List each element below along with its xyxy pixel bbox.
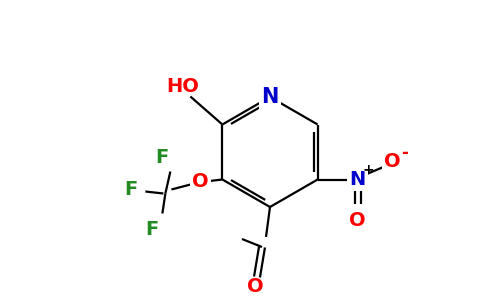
Text: F: F bbox=[125, 180, 138, 199]
Text: N: N bbox=[349, 170, 366, 189]
Text: F: F bbox=[146, 220, 159, 239]
Text: +: + bbox=[363, 164, 375, 178]
Text: O: O bbox=[349, 211, 366, 230]
Text: O: O bbox=[192, 172, 209, 191]
Text: N: N bbox=[261, 87, 279, 107]
Text: HO: HO bbox=[166, 77, 199, 96]
Text: O: O bbox=[384, 152, 401, 171]
Text: -: - bbox=[401, 145, 408, 163]
Text: F: F bbox=[156, 148, 169, 167]
Text: O: O bbox=[247, 278, 263, 296]
